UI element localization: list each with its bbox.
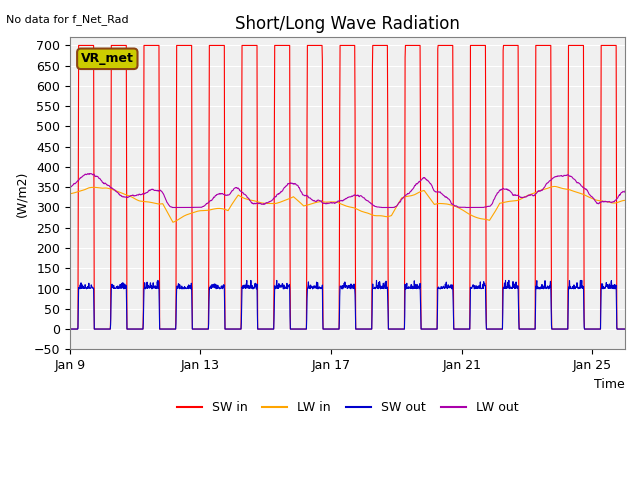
LW in xyxy=(365,211,372,216)
SW out xyxy=(189,326,197,332)
SW in xyxy=(66,326,74,332)
SW out xyxy=(499,285,507,291)
LW out xyxy=(621,188,629,194)
SW in xyxy=(365,326,372,332)
Text: VR_met: VR_met xyxy=(81,52,134,65)
LW out xyxy=(81,171,89,177)
LW in xyxy=(169,219,177,225)
SW out xyxy=(205,299,213,304)
LW in xyxy=(621,197,629,203)
SW out xyxy=(81,282,89,288)
LW in xyxy=(550,183,558,189)
SW in xyxy=(499,48,507,53)
Line: SW in: SW in xyxy=(70,46,625,329)
Y-axis label: (W/m2): (W/m2) xyxy=(15,170,28,216)
LW in xyxy=(157,201,165,207)
SW in xyxy=(75,43,83,48)
LW in xyxy=(189,210,197,216)
LW in xyxy=(66,191,74,196)
LW out xyxy=(500,186,508,192)
SW out xyxy=(621,326,629,332)
LW in xyxy=(205,207,213,213)
LW in xyxy=(499,200,507,205)
Title: Short/Long Wave Radiation: Short/Long Wave Radiation xyxy=(235,15,460,33)
SW in xyxy=(205,144,213,149)
Legend: SW in, LW in, SW out, LW out: SW in, LW in, SW out, LW out xyxy=(172,396,524,419)
SW out xyxy=(365,326,372,332)
LW out xyxy=(66,185,74,191)
LW out xyxy=(205,199,213,205)
SW in xyxy=(189,326,197,332)
LW out xyxy=(86,171,94,177)
SW out xyxy=(66,326,74,332)
LW out xyxy=(365,198,372,204)
SW out xyxy=(154,277,162,283)
Line: LW in: LW in xyxy=(70,186,625,222)
X-axis label: Time: Time xyxy=(595,378,625,391)
Line: SW out: SW out xyxy=(70,280,625,329)
LW out xyxy=(378,204,385,210)
SW in xyxy=(621,326,629,332)
SW in xyxy=(157,326,165,332)
SW out xyxy=(157,326,165,332)
Text: No data for f_Net_Rad: No data for f_Net_Rad xyxy=(6,14,129,25)
LW out xyxy=(189,204,197,210)
LW out xyxy=(157,188,165,194)
LW in xyxy=(81,187,89,192)
SW in xyxy=(81,43,89,48)
Line: LW out: LW out xyxy=(70,174,625,207)
